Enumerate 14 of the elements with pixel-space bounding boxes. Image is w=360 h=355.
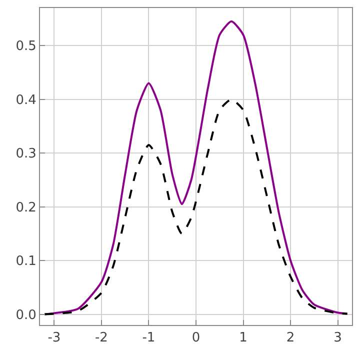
x-tick-label: 0 [192, 330, 200, 346]
y-tick-label: 0.1 [16, 254, 36, 270]
x-tick-label: -1 [142, 330, 156, 346]
y-tick-label: 0.2 [16, 200, 36, 216]
y-tick-label: 0.4 [16, 92, 36, 108]
x-tick-label: -2 [94, 330, 108, 346]
line-series [44, 98, 348, 316]
x-tick-label: 1 [239, 330, 248, 346]
x-tick-label: 3 [334, 330, 342, 346]
y-tick-label: 0.0 [16, 308, 36, 323]
x-tick-label: -3 [48, 330, 61, 346]
x-tick-label: 2 [286, 330, 295, 346]
y-tick-label: 0.3 [16, 146, 36, 162]
y-tick-label: 0.5 [16, 39, 36, 54]
